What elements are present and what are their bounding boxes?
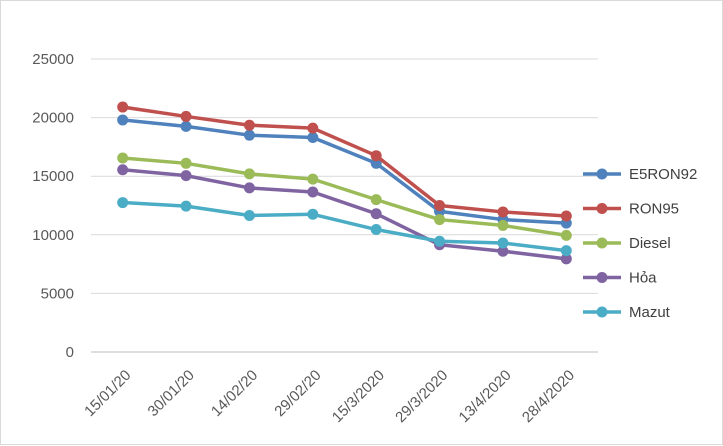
legend-marker xyxy=(596,203,608,214)
series-line-0 xyxy=(120,118,569,225)
y-tick-label: 5000 xyxy=(41,285,74,302)
data-point xyxy=(370,224,382,236)
data-point xyxy=(180,200,192,212)
y-tick-label: 15000 xyxy=(32,168,74,185)
data-point xyxy=(434,200,446,211)
data-point xyxy=(180,170,192,182)
data-point xyxy=(117,197,129,209)
data-point xyxy=(560,253,572,265)
data-point xyxy=(243,168,255,180)
legend-label: Diesel xyxy=(629,235,671,252)
data-point xyxy=(370,157,382,169)
data-point xyxy=(370,150,382,162)
data-point xyxy=(243,119,255,131)
data-point xyxy=(243,209,255,221)
data-point xyxy=(560,245,572,257)
data-point xyxy=(307,186,319,198)
data-point xyxy=(434,235,446,247)
legend-marker xyxy=(596,272,608,283)
data-point xyxy=(180,110,192,122)
x-tick-label: 28/4/2020 xyxy=(519,367,578,426)
data-point xyxy=(243,129,255,141)
x-tick-label: 14/02/20 xyxy=(208,367,261,420)
legend: E5RON92 RON95 Diesel Hỏa Mazut xyxy=(583,166,697,321)
data-point xyxy=(180,120,192,132)
legend-label: E5RON92 xyxy=(629,166,697,183)
y-tick-label: 0 xyxy=(66,344,74,361)
data-point xyxy=(560,229,572,241)
legend-label: Hỏa xyxy=(629,270,657,287)
data-point xyxy=(307,132,319,144)
data-point xyxy=(497,206,509,218)
data-point xyxy=(117,164,129,176)
y-tick-label: 20000 xyxy=(32,110,74,127)
data-point xyxy=(307,208,319,220)
x-tick-label: 15/3/2020 xyxy=(329,367,388,426)
series-line-2 xyxy=(120,156,569,238)
x-tick-label: 29/02/20 xyxy=(271,367,324,420)
data-point xyxy=(117,114,129,126)
y-tick-label: 25000 xyxy=(32,51,74,68)
legend-marker xyxy=(596,237,608,249)
data-point xyxy=(497,237,509,249)
legend-label: RON95 xyxy=(629,201,679,218)
data-point xyxy=(307,122,319,134)
data-point xyxy=(497,245,509,257)
data-point xyxy=(434,214,446,226)
x-tick-label: 29/3/2020 xyxy=(392,367,451,426)
gridlines xyxy=(91,58,598,294)
data-point xyxy=(497,219,509,231)
data-point xyxy=(180,157,192,169)
series-lines xyxy=(117,101,572,265)
x-tick-label: 13/4/2020 xyxy=(456,367,515,426)
axes: 0 5000 10000 15000 20000 25000 15/01/20 30/01/2… xyxy=(32,51,598,426)
data-point xyxy=(370,208,382,220)
data-point xyxy=(243,182,255,194)
series-line-4 xyxy=(120,200,569,253)
y-tick-label: 10000 xyxy=(32,227,74,244)
x-tick-label: 30/01/20 xyxy=(145,367,198,420)
x-tick-label: 15/01/20 xyxy=(81,367,134,420)
legend-label: Mazut xyxy=(629,304,671,321)
legend-marker xyxy=(596,306,608,318)
data-point xyxy=(307,173,319,185)
series-line-1 xyxy=(120,105,569,218)
series-line-3 xyxy=(120,168,569,261)
data-point xyxy=(370,194,382,206)
data-point xyxy=(560,210,572,222)
legend-marker xyxy=(596,168,608,180)
data-point xyxy=(117,152,129,164)
data-point xyxy=(117,101,129,113)
